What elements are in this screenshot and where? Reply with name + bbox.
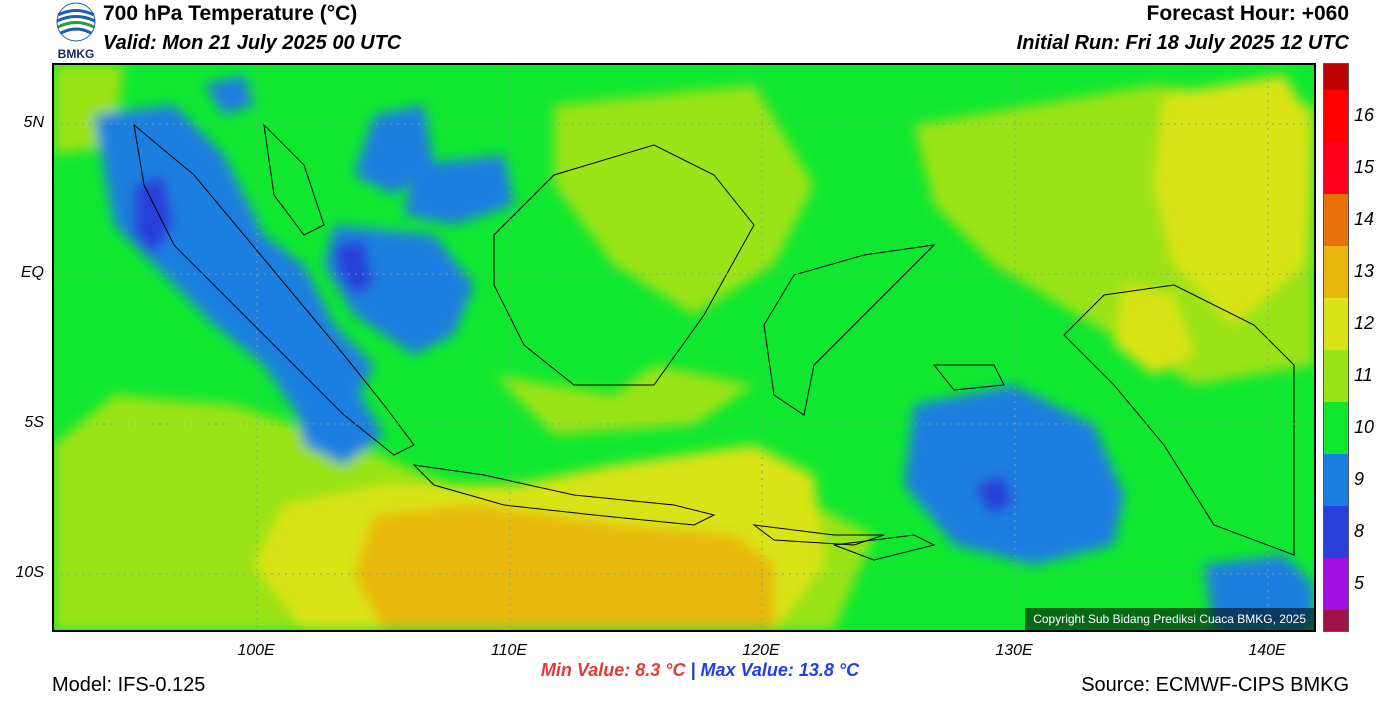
colorbar-label-9: 9	[1354, 469, 1365, 489]
colorbar-label-8: 8	[1354, 521, 1365, 541]
field-12-borneo	[554, 85, 814, 315]
forecast-hour: Forecast Hour: +060	[1146, 2, 1350, 25]
colorbar-segment	[1324, 402, 1348, 454]
coast-sumatra	[133, 123, 415, 456]
lon-label-130e: 130E	[995, 642, 1033, 659]
field-14-south	[354, 505, 774, 630]
lon-label-140e: 140E	[1248, 642, 1286, 659]
field-10-sunda	[294, 385, 384, 465]
field-9-sumatra	[134, 175, 174, 255]
coast-borneo	[493, 144, 755, 386]
coastlines	[133, 123, 1295, 561]
colorbar-segment	[1324, 350, 1348, 402]
colorbar-segment	[1324, 506, 1348, 558]
coast-nusa-tenggara	[752, 524, 885, 546]
field-10-nw	[204, 75, 254, 115]
colorbar-label-16: 16	[1354, 105, 1375, 125]
field-13-ne	[1154, 75, 1314, 325]
chart-title: 700 hPa Temperature (°C)	[103, 2, 358, 25]
coast-papua	[1063, 284, 1295, 556]
coast-flores	[833, 534, 936, 561]
colorbar-segment	[1324, 64, 1348, 90]
coast-sulawesi	[763, 244, 936, 416]
colorbar-segment	[1324, 558, 1348, 610]
coast-java	[412, 464, 716, 526]
min-max-separator: |	[690, 660, 696, 680]
colorbar-label-15: 15	[1354, 157, 1375, 177]
lat-label-5s: 5S	[24, 414, 44, 431]
lat-label-10s: 10S	[15, 564, 44, 581]
lon-label-100e: 100E	[237, 642, 275, 659]
max-value: Max Value: 13.8 °C	[700, 660, 860, 680]
logo-text: BMKG	[58, 47, 95, 60]
colorbar-segment	[1324, 90, 1348, 142]
colorbar-label-13: 13	[1354, 261, 1375, 281]
field-9-riau	[334, 240, 374, 295]
colorbar-label-11: 11	[1354, 365, 1373, 385]
colorbar-segment	[1324, 610, 1348, 631]
source-info: Source: ECMWF-CIPS BMKG	[1081, 674, 1349, 696]
colorbar-segment	[1324, 142, 1348, 194]
model-info: Model: IFS-0.125	[52, 674, 206, 696]
field-10-banda	[904, 385, 1124, 565]
field-9-banda	[974, 475, 1014, 515]
graticule	[54, 65, 1314, 630]
initial-run: Initial Run: Fri 18 July 2025 12 UTC	[1016, 32, 1349, 54]
colorbar-label-12: 12	[1354, 313, 1375, 333]
temperature-map: Copyright Sub Bidang Prediksi Cuaca BMKG…	[52, 63, 1316, 632]
colorbar-segment	[1324, 298, 1348, 350]
valid-time: Valid: Mon 21 July 2025 00 UTC	[103, 32, 402, 54]
colorbar-label-5: 5	[1354, 573, 1365, 593]
lon-label-120e: 120E	[742, 642, 780, 659]
field-10-scs	[404, 155, 514, 225]
bmkg-logo: BMKG	[52, 2, 100, 61]
field-13-papua	[1114, 285, 1194, 375]
coast-malay-peninsula	[263, 123, 325, 236]
colorbar-label-14: 14	[1354, 209, 1375, 229]
colorbar-segment	[1324, 246, 1348, 298]
lat-label-5n: 5N	[23, 114, 44, 131]
colorbar-segment	[1324, 454, 1348, 506]
lon-label-110e: 110E	[490, 642, 528, 659]
copyright-notice: Copyright Sub Bidang Prediksi Cuaca BMKG…	[1025, 608, 1314, 630]
min-max-values: Min Value: 8.3 °C | Max Value: 13.8 °C	[0, 660, 1400, 681]
field-12-java-sea	[494, 365, 754, 435]
colorbar	[1323, 63, 1349, 632]
colorbar-label-10: 10	[1354, 417, 1375, 437]
coast-seram	[932, 364, 1005, 391]
min-value: Min Value: 8.3 °C	[540, 660, 686, 680]
lat-label-eq: EQ	[20, 264, 44, 281]
colorbar-segment	[1324, 194, 1348, 246]
